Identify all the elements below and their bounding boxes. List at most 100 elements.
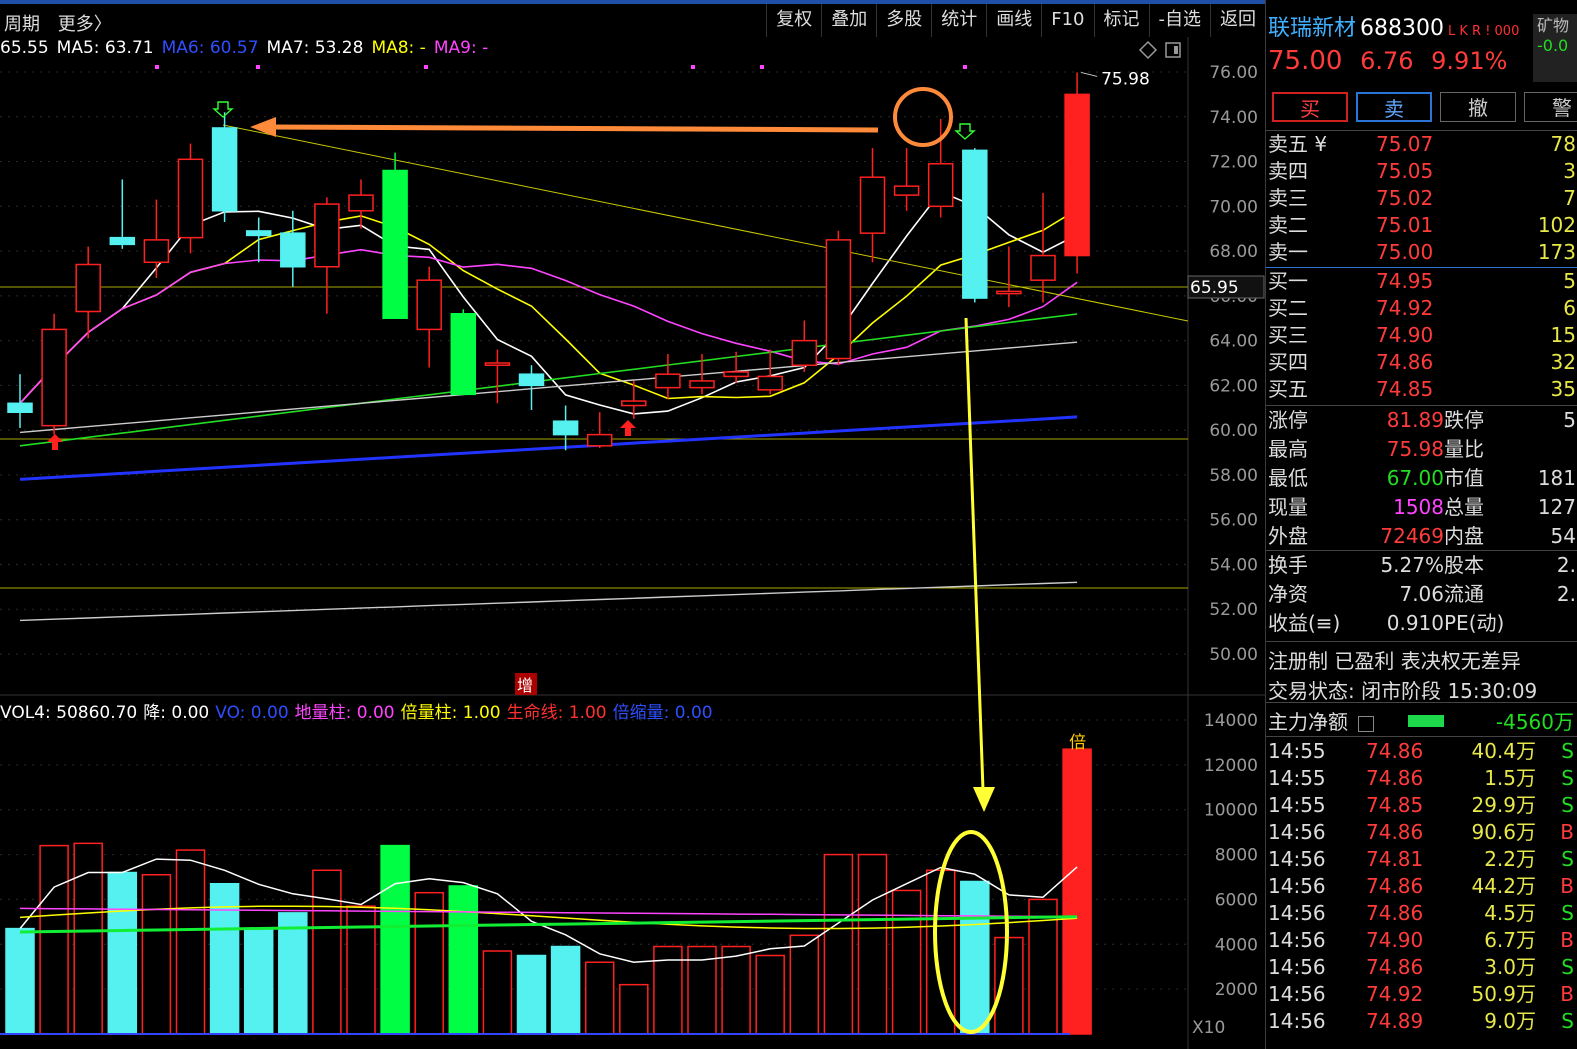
trading-status: 交易状态: 闭市阶段 15:30:09: [1268, 679, 1538, 703]
stat-v1: 81.89: [1386, 408, 1444, 432]
stat-l1: 现量: [1268, 495, 1308, 519]
orderbook-label: 卖一: [1268, 240, 1308, 264]
period-selector[interactable]: 周期: [4, 14, 40, 35]
tick-t: 14:56: [1268, 874, 1326, 898]
volume-bar: [925, 869, 956, 1035]
candle-body: [75, 263, 101, 313]
volume-bar: [107, 871, 138, 1035]
toolbar-button[interactable]: 多股: [876, 4, 931, 37]
kline-chart[interactable]: 76.0074.0072.0070.0068.0066.0064.0062.00…: [0, 0, 1265, 1049]
tick-a: 6.7万: [1484, 928, 1536, 952]
orderbook-label: 卖五 ¥: [1268, 132, 1328, 156]
volume-bar: [550, 945, 581, 1035]
tick-t: 14:55: [1268, 793, 1326, 817]
stat-v1: 0.910: [1386, 611, 1444, 635]
sector-label: 矿物: [1537, 16, 1570, 35]
stat-v2: 181: [1537, 466, 1576, 490]
orderbook-label: 买三: [1268, 323, 1308, 347]
volume-legend: VOL4: 50860.70 降: 0.00 VO: 0.00 地量柱: 0.00 倍量…: [0, 698, 719, 723]
orderbook-row[interactable]: 卖三 75.02 7: [1266, 185, 1577, 212]
legend-item: VO: 0.00: [215, 703, 289, 723]
sell-button[interactable]: 卖: [1356, 92, 1432, 122]
orderbook-row[interactable]: 买三 74.90 15: [1266, 322, 1577, 349]
toolbar-button[interactable]: F10: [1041, 4, 1093, 37]
volume-bar: [994, 936, 1024, 1035]
sector-change: -0.0: [1537, 36, 1569, 55]
last-price: 75.00: [1268, 46, 1343, 76]
signal-dot: [155, 65, 159, 69]
stat-v2: 127: [1537, 495, 1576, 519]
tick-row: 14:56 74.81 2.2万 S: [1266, 846, 1577, 873]
stat-l2: PE(动): [1444, 611, 1505, 635]
toolbar-button[interactable]: 复权: [766, 4, 821, 37]
tick-row: 14:55 74.85 29.9万 S: [1266, 792, 1577, 819]
orderbook-row[interactable]: 买五 74.85 35: [1266, 376, 1577, 403]
toolbar-button[interactable]: 叠加: [821, 4, 876, 37]
toolbar-button[interactable]: 画线: [986, 4, 1041, 37]
tick-row: 14:56 74.86 44.2万 B: [1266, 873, 1577, 900]
candle-body: [689, 380, 715, 389]
volume-ma-yellow: [19, 905, 1078, 930]
orderbook-row[interactable]: 卖一 75.00 173: [1266, 239, 1577, 266]
price-tick-label: 58.00: [1209, 466, 1258, 486]
orderbook-label: 买一: [1268, 269, 1308, 293]
more-menu[interactable]: 更多〉: [57, 14, 112, 35]
toolbar-button[interactable]: 返回: [1210, 4, 1265, 37]
orderbook-price: 75.01: [1376, 213, 1434, 237]
annotation-orange-circle: [893, 87, 953, 147]
sector-badge[interactable]: 矿物 -0.0: [1533, 14, 1577, 82]
price-tick-label: 76.00: [1209, 63, 1258, 83]
tick-t: 14:56: [1268, 982, 1326, 1006]
toolbar-button[interactable]: 统计: [931, 4, 986, 37]
orderbook-label: 买五: [1268, 377, 1308, 401]
tick-a: 2.2万: [1484, 847, 1536, 871]
candle-body: [655, 373, 681, 389]
price-tick-label: 70.00: [1209, 197, 1258, 217]
volume-tick-label: 6000: [1215, 890, 1258, 910]
volume-double-marker: 倍: [1069, 733, 1086, 753]
legend-item: MA5: 63.71: [56, 38, 154, 58]
price-tick-label: 74.00: [1209, 108, 1258, 128]
stat-v1: 1508: [1393, 495, 1444, 519]
stat-l1: 换手: [1268, 553, 1308, 577]
orderbook-label: 卖二: [1268, 213, 1308, 237]
tick-a: 9.0万: [1484, 1009, 1536, 1033]
event-marker: 增: [517, 676, 533, 695]
alert-button[interactable]: 警: [1524, 92, 1577, 122]
price-tick-label: 50.00: [1209, 645, 1258, 665]
toolbar-button[interactable]: -自选: [1148, 4, 1211, 37]
netflow-label: 主力净额: [1268, 710, 1348, 734]
legend-item: 生命线: 1.00: [506, 703, 607, 723]
netflow-menu-icon[interactable]: [1358, 715, 1375, 732]
orderbook-row[interactable]: 卖五 ¥ 75.07 78: [1266, 131, 1577, 158]
price-change-pct: 9.91%: [1431, 47, 1508, 75]
orderbook-row[interactable]: 卖四 75.05 3: [1266, 158, 1577, 185]
stock-code: 688300: [1360, 16, 1444, 41]
legend-item: 65.55: [0, 38, 49, 58]
stat-row: 换手 5.27% 股本 2.: [1266, 551, 1577, 580]
high-price-label: 75.98: [1101, 69, 1150, 89]
volume-bar: [482, 950, 513, 1035]
legend-item: MA7: 53.28: [266, 38, 364, 58]
volume-tick-label: 4000: [1215, 935, 1258, 955]
candle-body: [211, 127, 238, 212]
orderbook-price: 74.86: [1376, 350, 1434, 374]
tick-a: 44.2万: [1471, 874, 1536, 898]
stat-v1: 5.27%: [1380, 553, 1444, 577]
orderbook-row[interactable]: 买二 74.92 6: [1266, 295, 1577, 322]
tick-list[interactable]: 14:55 74.86 40.4万 S 14:55 74.86 1.5万 S 14:55 74.8…: [1266, 738, 1577, 1035]
toolbar-button[interactable]: 标记: [1093, 4, 1149, 37]
orderbook-row[interactable]: 买四 74.86 32: [1266, 349, 1577, 376]
orderbook-row[interactable]: 买一 74.95 5: [1266, 268, 1577, 295]
stat-l2: 内盘: [1444, 524, 1484, 548]
tick-p: 74.86: [1366, 820, 1424, 844]
tick-row: 14:56 74.89 9.0万 S: [1266, 1008, 1577, 1035]
buy-button[interactable]: 买: [1272, 92, 1348, 122]
candle-body: [41, 328, 67, 427]
cancel-order-button[interactable]: 撤: [1440, 92, 1516, 122]
orderbook-row[interactable]: 卖二 75.01 102: [1266, 212, 1577, 239]
candle-body: [586, 433, 613, 447]
ma-blue-line: [19, 415, 1078, 481]
candle-body: [962, 149, 988, 299]
tick-p: 74.85: [1366, 793, 1424, 817]
